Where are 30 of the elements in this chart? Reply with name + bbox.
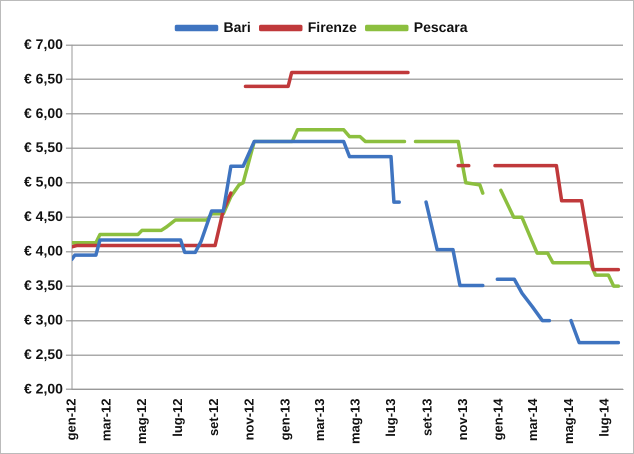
y-tick-label: € 6,50 bbox=[24, 70, 64, 86]
legend-label: Firenze bbox=[308, 18, 357, 35]
x-tick-label: nov-12 bbox=[242, 398, 257, 440]
y-tick-label: € 4,50 bbox=[24, 208, 64, 224]
x-tick-label: set-12 bbox=[206, 398, 222, 436]
x-tick-label: set-13 bbox=[419, 398, 434, 436]
x-tick-label: gen-12 bbox=[64, 398, 78, 440]
x-tick-label: mag-13 bbox=[348, 398, 363, 444]
y-tick-label: € 2,00 bbox=[24, 380, 64, 396]
x-tick-label: mag-14 bbox=[560, 398, 576, 444]
x-tick-label: lug-14 bbox=[596, 398, 612, 437]
y-tick-label: € 3,50 bbox=[24, 276, 64, 293]
legend-label: Bari bbox=[224, 18, 251, 35]
x-tick-label: nov-13 bbox=[455, 398, 470, 440]
y-tick-label: € 7,00 bbox=[24, 36, 64, 52]
y-tick-label: € 3,00 bbox=[24, 311, 64, 328]
x-tick-label: mar-13 bbox=[312, 398, 327, 442]
y-tick-label: € 2,50 bbox=[24, 346, 64, 362]
y-tick-label: € 5,50 bbox=[24, 139, 64, 156]
legend-label: Pescara bbox=[414, 18, 468, 35]
x-tick-label: gen-14 bbox=[490, 398, 506, 440]
x-tick-label: gen-13 bbox=[277, 398, 292, 440]
y-tick-label: € 4,00 bbox=[24, 242, 64, 259]
y-tick-label: € 5,00 bbox=[24, 174, 64, 190]
x-tick-label: mar-12 bbox=[98, 398, 114, 442]
x-tick-label: lug-13 bbox=[383, 398, 398, 437]
x-tick-label: mag-12 bbox=[134, 398, 150, 444]
x-tick-label: lug-12 bbox=[170, 398, 185, 437]
x-tick-label: mar-14 bbox=[525, 398, 540, 442]
y-tick-label: € 6,00 bbox=[24, 104, 64, 121]
